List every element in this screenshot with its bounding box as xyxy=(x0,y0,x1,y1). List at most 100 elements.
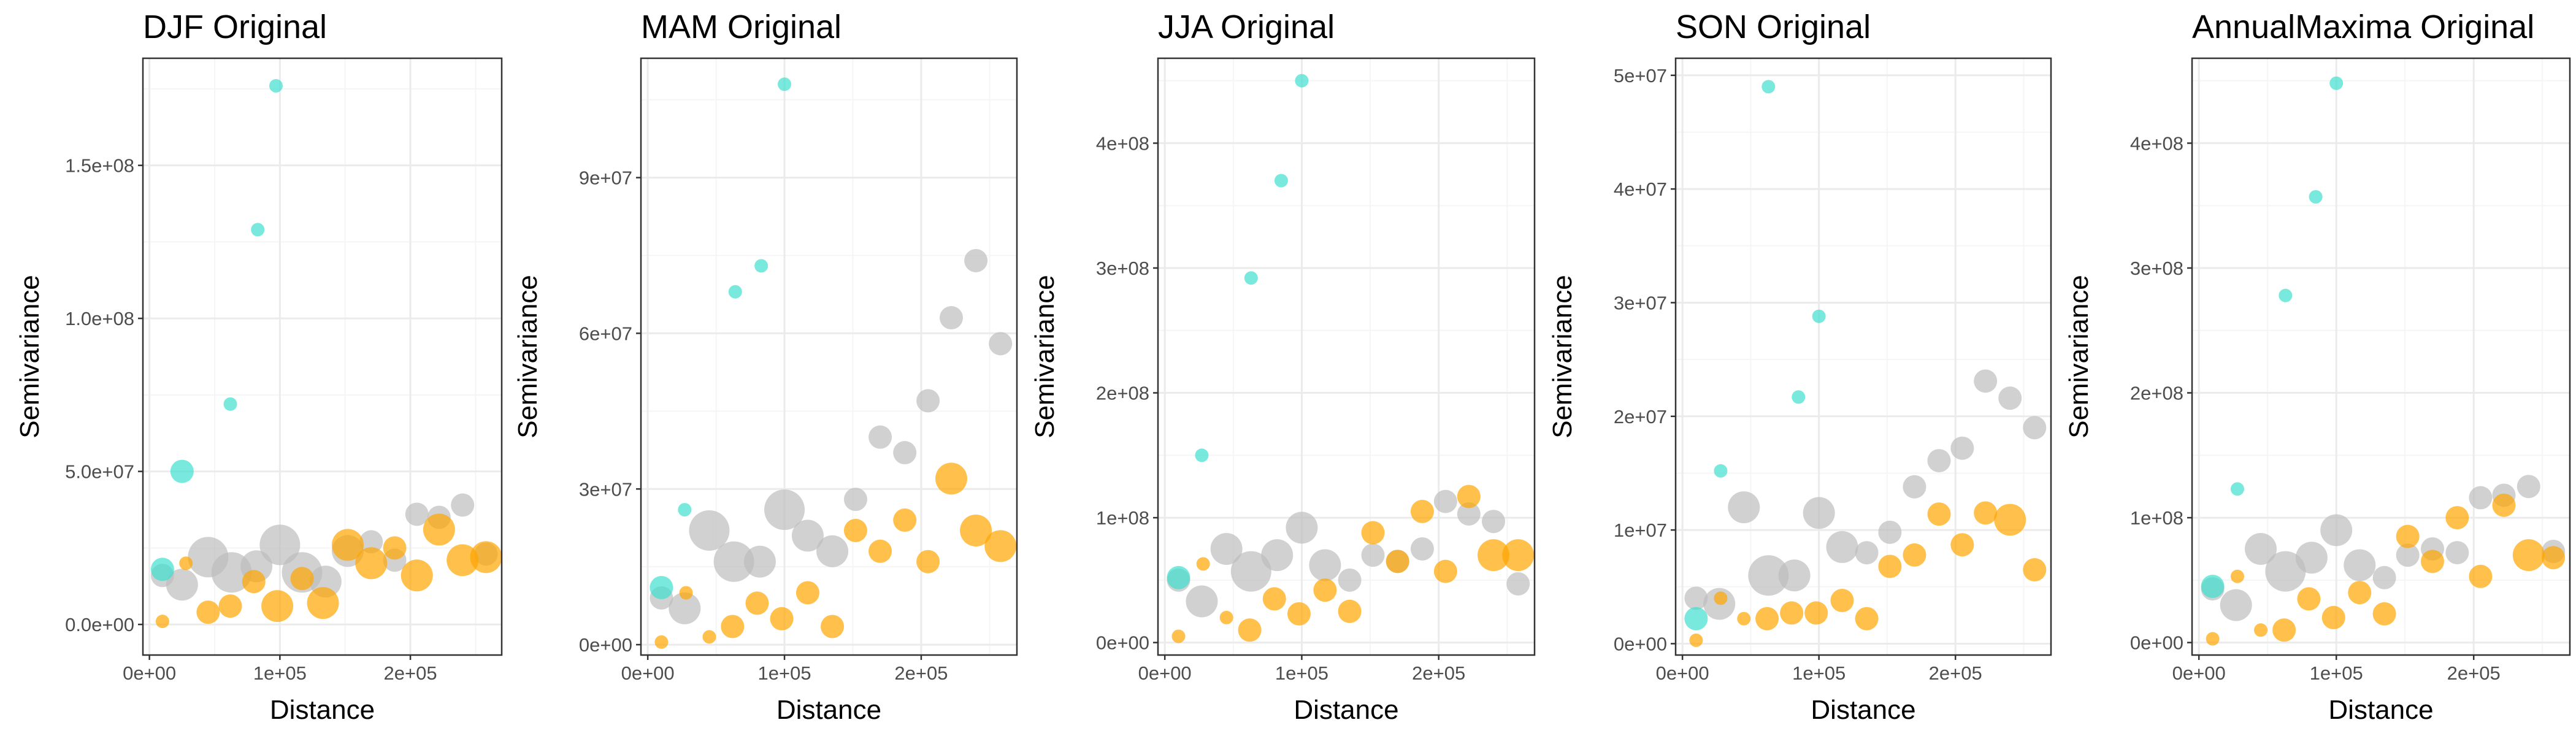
data-point xyxy=(2206,632,2220,646)
data-point xyxy=(1196,557,1210,571)
data-point xyxy=(2445,506,2469,530)
data-point xyxy=(2372,565,2396,589)
data-point xyxy=(1274,174,1288,188)
point-series xyxy=(1171,485,1535,643)
data-point xyxy=(2469,486,2493,510)
data-point xyxy=(1457,502,1481,526)
data-point xyxy=(721,615,745,638)
data-point xyxy=(816,535,849,567)
y-tick-label: 0.0e+00 xyxy=(65,614,134,635)
data-point xyxy=(1433,559,1457,583)
data-point xyxy=(2254,623,2267,637)
y-tick-label: 5.0e+07 xyxy=(65,461,134,483)
data-point xyxy=(1803,497,1835,529)
data-point xyxy=(2201,575,2225,599)
data-point xyxy=(1478,539,1510,572)
data-point xyxy=(1927,502,1951,526)
data-point xyxy=(2023,416,2047,440)
data-point xyxy=(940,306,964,330)
data-point xyxy=(269,79,283,93)
point-series xyxy=(1167,489,1530,618)
data-point xyxy=(650,576,673,600)
data-point xyxy=(1361,521,1385,545)
data-point xyxy=(2297,587,2321,611)
x-axis-title: Distance xyxy=(1811,695,1915,725)
data-point xyxy=(2023,558,2047,581)
data-point xyxy=(1219,610,1233,624)
y-axis-title: Semivariance xyxy=(2064,275,2094,439)
data-point xyxy=(2230,482,2244,496)
data-point xyxy=(1262,587,1286,611)
data-point xyxy=(1186,585,1218,618)
data-point xyxy=(451,493,475,517)
data-point xyxy=(307,587,339,619)
x-tick-label: 2e+05 xyxy=(1412,662,1465,684)
data-point xyxy=(166,569,198,601)
data-point xyxy=(1338,568,1362,592)
data-point xyxy=(1410,537,1434,561)
data-point xyxy=(1998,386,2022,410)
y-tick-label: 2e+08 xyxy=(1096,383,1149,404)
data-point xyxy=(1804,601,1828,625)
y-tick-label: 3e+07 xyxy=(1614,292,1667,313)
data-point xyxy=(1313,578,1337,602)
data-point xyxy=(2492,493,2516,517)
data-point xyxy=(2265,551,2306,592)
data-point xyxy=(1482,510,1506,534)
point-series xyxy=(155,513,502,629)
data-point xyxy=(1295,74,1309,88)
chart-panel: 0e+00 1e+05 2e+05 0.0e+00 5.0e+07 1.0e+08 1.5e… xyxy=(15,9,503,725)
x-axis-title: Distance xyxy=(1294,695,1398,725)
panel-title: JJA Original xyxy=(1158,9,1335,45)
data-point xyxy=(1714,464,1728,478)
data-point xyxy=(150,558,174,581)
y-axis-title: Semivariance xyxy=(1547,275,1577,439)
data-point xyxy=(964,248,988,272)
panel-title: MAM Original xyxy=(641,9,841,45)
data-point xyxy=(401,559,433,592)
data-point xyxy=(2421,550,2444,573)
y-tick-label: 4e+07 xyxy=(1614,178,1667,200)
data-point xyxy=(1855,607,1879,631)
data-point xyxy=(2309,190,2323,204)
data-point xyxy=(2396,524,2420,548)
data-point xyxy=(1287,602,1311,626)
data-point xyxy=(2230,569,2244,583)
data-point xyxy=(1506,572,1530,596)
panel-title: DJF Original xyxy=(143,9,327,45)
y-tick-label: 5e+07 xyxy=(1614,65,1667,86)
y-tick-label: 4e+08 xyxy=(1096,132,1149,154)
x-tick-label: 1e+05 xyxy=(758,662,811,684)
data-point xyxy=(359,530,383,554)
data-point xyxy=(778,77,792,91)
data-point xyxy=(1878,554,1902,578)
x-tick-label: 1e+05 xyxy=(1792,662,1846,684)
data-point xyxy=(795,581,819,605)
y-axis-title: Semivariance xyxy=(513,275,543,439)
data-point xyxy=(1684,586,1708,610)
data-point xyxy=(383,536,407,560)
data-point xyxy=(2372,602,2396,626)
data-point xyxy=(679,586,693,600)
data-point xyxy=(1361,543,1385,567)
data-point xyxy=(196,600,220,624)
data-point xyxy=(1830,589,1854,613)
point-series xyxy=(650,77,792,600)
x-tick-label: 2e+05 xyxy=(384,662,437,684)
data-point xyxy=(1261,539,1294,572)
data-point xyxy=(1171,629,1186,643)
data-point xyxy=(689,510,730,551)
data-point xyxy=(713,541,754,582)
data-point xyxy=(2396,543,2420,567)
data-point xyxy=(1195,448,1209,462)
x-tick-label: 2e+05 xyxy=(1929,662,1982,684)
data-point xyxy=(447,544,479,577)
data-point xyxy=(916,389,940,413)
y-tick-label: 3e+08 xyxy=(1096,258,1149,279)
data-point xyxy=(2320,514,2353,546)
data-point xyxy=(669,592,701,624)
chart-panel: 0e+00 1e+05 2e+05 0e+00 3e+07 6e+07 9e+07 MAM O… xyxy=(513,9,1018,725)
data-point xyxy=(893,508,917,532)
data-point xyxy=(2272,618,2296,642)
data-point xyxy=(1903,543,1926,567)
